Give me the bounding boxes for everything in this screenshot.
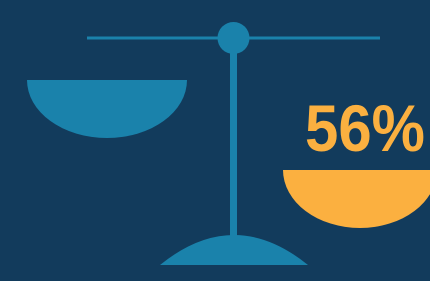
infographic: 56% (0, 0, 430, 281)
scale-pivot (218, 22, 250, 54)
percentage-label: 56% (305, 91, 425, 165)
scale-post (230, 38, 237, 240)
